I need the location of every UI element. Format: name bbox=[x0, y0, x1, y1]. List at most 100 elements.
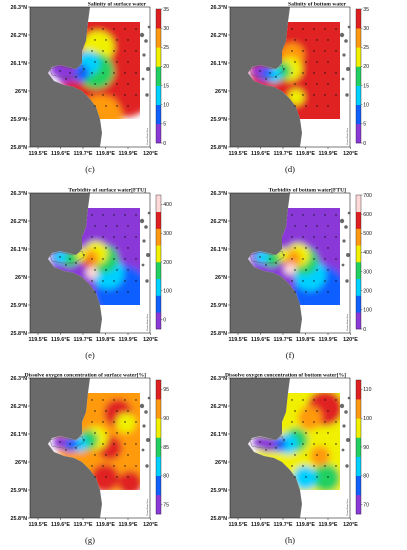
station-dot bbox=[305, 454, 307, 456]
map-panel-f: Turbidity of bottom water[FTU] 26.3°N 26.2… bbox=[210, 188, 372, 361]
station-dot bbox=[269, 443, 271, 445]
station-dot bbox=[327, 291, 329, 293]
station-dot bbox=[105, 247, 107, 249]
island bbox=[344, 225, 348, 229]
lon-tick-label: 119.9°E bbox=[119, 337, 138, 343]
colorbar-tick-label: 400 bbox=[163, 202, 172, 208]
station-dot bbox=[124, 94, 126, 96]
station-dot bbox=[65, 78, 67, 80]
island bbox=[342, 424, 346, 428]
station-dot bbox=[94, 247, 96, 249]
credit-label: Ocean Data View bbox=[146, 314, 149, 331]
station-dot bbox=[91, 280, 93, 282]
station-dot bbox=[91, 50, 93, 52]
field-blob bbox=[312, 464, 340, 490]
station-dot bbox=[316, 105, 318, 107]
station-dot bbox=[275, 262, 277, 264]
lat-tick-label: 26.2°N bbox=[10, 219, 27, 225]
lat-tick-label: 26.1°N bbox=[10, 432, 27, 438]
station-dot bbox=[116, 291, 118, 293]
colorbar-tick-label: 110 bbox=[363, 387, 371, 393]
station-dot bbox=[302, 72, 304, 74]
station-dot bbox=[327, 39, 329, 41]
station-dot bbox=[127, 83, 129, 85]
colorbar-tick-label: 0 bbox=[363, 327, 366, 333]
station-dot bbox=[135, 94, 137, 96]
island bbox=[144, 410, 148, 414]
colorbar-segment bbox=[356, 494, 361, 515]
colorbar-segment bbox=[156, 380, 161, 400]
station-dot bbox=[305, 105, 307, 107]
lat-tick-label: 26.2°N bbox=[10, 404, 27, 410]
colorbar-segment bbox=[156, 494, 161, 515]
lon-tick-label: 119.7°E bbox=[274, 337, 293, 343]
station-dot bbox=[335, 236, 337, 238]
station-dot bbox=[316, 476, 318, 478]
colorbar-tick-label: 30 bbox=[363, 26, 369, 32]
station-dot bbox=[127, 225, 129, 227]
island bbox=[142, 239, 146, 243]
station-dot bbox=[313, 443, 315, 445]
station-dot bbox=[94, 61, 96, 63]
island bbox=[146, 253, 150, 257]
colorbar-tick-label: 5 bbox=[163, 122, 166, 128]
station-dot bbox=[313, 421, 315, 423]
station-dot bbox=[135, 399, 137, 401]
colorbar-segment bbox=[356, 195, 361, 213]
station-dot bbox=[102, 258, 104, 260]
colorbar-tick-label: 200 bbox=[163, 260, 172, 266]
colorbar-frame bbox=[355, 8, 362, 144]
lon-tick-label: 119.5°E bbox=[229, 337, 248, 343]
island bbox=[346, 438, 350, 442]
lat-tick-label: 26.3°N bbox=[10, 5, 27, 11]
station-dot bbox=[291, 443, 293, 445]
colorbar-segment bbox=[356, 28, 361, 48]
lat-tick-label: 26°N bbox=[215, 460, 227, 466]
station-dot bbox=[116, 454, 118, 456]
credit-label: Ocean Data View bbox=[346, 314, 349, 331]
land-mass bbox=[230, 193, 302, 333]
colorbar-segment bbox=[356, 245, 361, 263]
station-dot bbox=[316, 269, 318, 271]
station-dot bbox=[105, 410, 107, 412]
station-dot bbox=[102, 421, 104, 423]
station-dot bbox=[305, 269, 307, 271]
station-dot bbox=[135, 50, 137, 52]
lon-tick-label: 119.6°E bbox=[251, 151, 270, 157]
station-dot bbox=[316, 225, 318, 227]
station-dot bbox=[327, 476, 329, 478]
lat-tick-label: 26°N bbox=[215, 275, 227, 281]
station-dot bbox=[59, 70, 61, 72]
station-dot bbox=[124, 443, 126, 445]
station-dot bbox=[135, 72, 137, 74]
station-dot bbox=[313, 258, 315, 260]
station-dot bbox=[305, 432, 307, 434]
station-dot bbox=[105, 39, 107, 41]
colorbar-tick-label: 0 bbox=[363, 141, 366, 147]
colorbar-tick-label: 35 bbox=[363, 7, 369, 13]
station-dot bbox=[335, 280, 337, 282]
station-dot bbox=[94, 269, 96, 271]
colorbar-segment bbox=[156, 47, 161, 67]
station-dot bbox=[327, 247, 329, 249]
station-dot bbox=[335, 94, 337, 96]
colorbar-tick-label: 80 bbox=[363, 474, 369, 480]
island bbox=[144, 225, 148, 229]
island bbox=[339, 403, 345, 409]
station-dot bbox=[91, 28, 93, 30]
station-dot bbox=[113, 214, 115, 216]
station-dot bbox=[102, 399, 104, 401]
panel-title: Salinity of surface water bbox=[88, 2, 147, 8]
lat-tick-label: 26.1°N bbox=[210, 247, 227, 253]
lat-tick-label: 25.8°N bbox=[210, 516, 227, 522]
station-dot bbox=[127, 291, 129, 293]
station-dot bbox=[135, 465, 137, 467]
island bbox=[339, 32, 345, 38]
colorbar-segment bbox=[156, 228, 161, 246]
station-dot bbox=[313, 280, 315, 282]
field-blob bbox=[310, 446, 330, 466]
lon-tick-label: 119.8°E bbox=[96, 522, 115, 528]
panel-title: Salinity of bottom water bbox=[288, 2, 346, 8]
station-dot bbox=[69, 443, 71, 445]
colorbar-tick-label: 90 bbox=[363, 445, 369, 451]
